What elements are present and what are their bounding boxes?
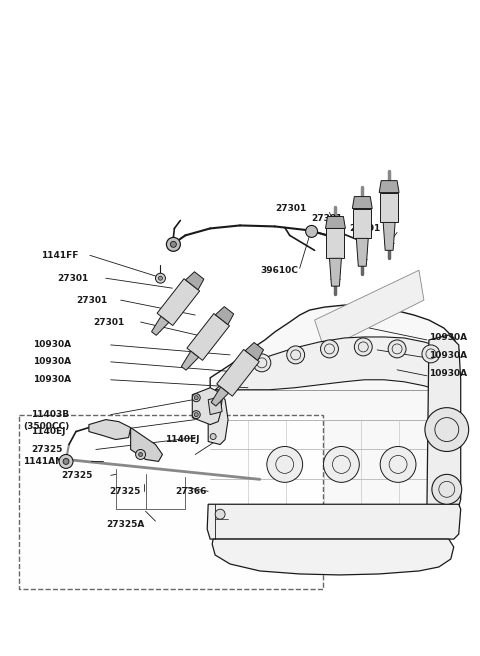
Circle shape xyxy=(215,509,225,519)
Text: 10930A: 10930A xyxy=(429,352,467,360)
Circle shape xyxy=(287,346,305,364)
Polygon shape xyxy=(89,420,131,440)
Text: 27301: 27301 xyxy=(349,224,381,233)
Circle shape xyxy=(136,449,145,459)
Text: 11403B: 11403B xyxy=(31,410,69,419)
Polygon shape xyxy=(192,388,222,424)
Polygon shape xyxy=(314,270,424,350)
Text: 10930A: 10930A xyxy=(429,333,467,342)
Polygon shape xyxy=(352,197,372,209)
Circle shape xyxy=(192,394,200,401)
Text: 27301: 27301 xyxy=(93,318,124,327)
Circle shape xyxy=(306,226,318,237)
Circle shape xyxy=(192,411,200,419)
Circle shape xyxy=(422,345,440,363)
Text: 27301: 27301 xyxy=(57,274,88,283)
FancyBboxPatch shape xyxy=(19,415,323,589)
Circle shape xyxy=(267,447,302,482)
Text: (3500CC): (3500CC) xyxy=(23,422,70,431)
Polygon shape xyxy=(157,279,200,325)
Polygon shape xyxy=(208,397,222,415)
Circle shape xyxy=(324,447,360,482)
Polygon shape xyxy=(245,342,264,360)
Text: 10930A: 10930A xyxy=(33,340,72,350)
Polygon shape xyxy=(356,238,368,266)
Polygon shape xyxy=(207,504,461,539)
Circle shape xyxy=(59,455,73,468)
Text: 1140EJ: 1140EJ xyxy=(166,435,200,444)
Polygon shape xyxy=(215,337,454,395)
Text: 27301: 27301 xyxy=(312,214,343,223)
Circle shape xyxy=(210,400,216,405)
Polygon shape xyxy=(325,216,346,228)
Polygon shape xyxy=(383,222,395,251)
Text: 27325: 27325 xyxy=(61,471,93,480)
Polygon shape xyxy=(329,258,341,286)
Polygon shape xyxy=(208,395,228,445)
Circle shape xyxy=(354,338,372,356)
Circle shape xyxy=(388,340,406,358)
Circle shape xyxy=(156,274,166,283)
Text: 1141FF: 1141FF xyxy=(41,251,79,260)
Circle shape xyxy=(432,474,462,504)
Text: 10930A: 10930A xyxy=(429,369,467,379)
Polygon shape xyxy=(152,316,169,335)
Circle shape xyxy=(170,241,176,247)
Circle shape xyxy=(210,434,216,440)
Polygon shape xyxy=(131,428,162,461)
Polygon shape xyxy=(187,314,229,360)
Polygon shape xyxy=(380,193,398,222)
Text: 27301: 27301 xyxy=(76,296,107,304)
Polygon shape xyxy=(212,539,454,575)
Polygon shape xyxy=(326,228,344,258)
Polygon shape xyxy=(379,180,399,193)
Polygon shape xyxy=(211,387,228,406)
Text: 27325: 27325 xyxy=(109,487,140,496)
Text: 1140EJ: 1140EJ xyxy=(31,427,66,436)
Polygon shape xyxy=(353,209,371,238)
Text: 27325: 27325 xyxy=(31,445,62,454)
Text: 39610C: 39610C xyxy=(260,266,298,275)
Polygon shape xyxy=(427,335,461,521)
Text: 27301: 27301 xyxy=(275,204,306,213)
Circle shape xyxy=(321,340,338,358)
Text: 1141AN: 1141AN xyxy=(23,457,63,466)
Circle shape xyxy=(194,413,198,417)
Circle shape xyxy=(158,276,162,280)
Polygon shape xyxy=(186,272,204,290)
Circle shape xyxy=(139,453,143,457)
Text: 27366: 27366 xyxy=(175,487,207,496)
Polygon shape xyxy=(205,305,459,541)
Circle shape xyxy=(63,459,69,464)
Text: 10930A: 10930A xyxy=(33,358,72,366)
Polygon shape xyxy=(216,306,234,325)
Circle shape xyxy=(194,396,198,400)
Circle shape xyxy=(167,237,180,251)
Polygon shape xyxy=(216,350,259,396)
Polygon shape xyxy=(181,351,199,370)
Circle shape xyxy=(253,354,271,372)
Text: 27325A: 27325A xyxy=(106,520,144,529)
Circle shape xyxy=(425,407,468,451)
Circle shape xyxy=(380,447,416,482)
Text: 10930A: 10930A xyxy=(33,375,72,384)
